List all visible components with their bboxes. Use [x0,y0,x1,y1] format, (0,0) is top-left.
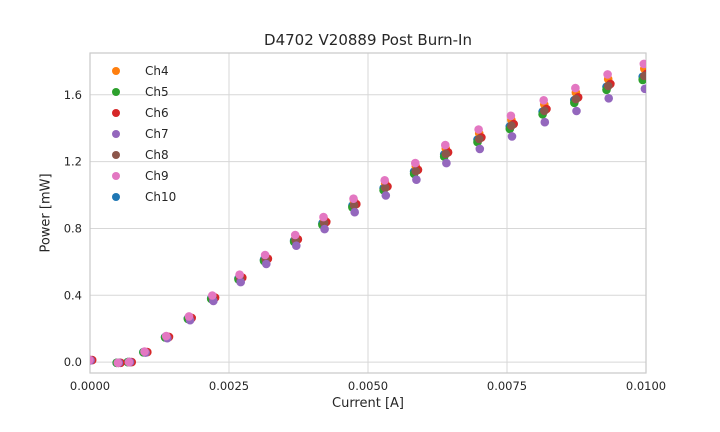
axes-spines [89,52,647,374]
legend-marker-icon [112,66,120,75]
legend-label: Ch8 [145,147,169,162]
data-point [442,158,451,168]
data-point [441,149,451,159]
data-point [540,117,550,127]
data-point [640,71,646,81]
legend-marker-icon [112,129,120,138]
data-point [603,70,612,79]
legend-label: Ch5 [145,84,169,99]
data-point [412,175,421,184]
legend: Ch4 Ch5 Ch6 Ch7 Ch8 Ch9 Ch10 [108,60,176,207]
data-point [290,230,300,240]
data-point [380,176,390,185]
legend-item-ch8: Ch8 [108,144,176,165]
legend-item-ch5: Ch5 [108,81,176,102]
legend-marker-icon [112,108,120,117]
data-point [208,291,217,300]
data-point [90,355,94,365]
x-tick-label: 0.0000 [70,379,110,393]
x-tick-labels: 0.0000 0.0025 0.0050 0.0075 0.0100 [70,379,666,393]
data-point [161,331,171,341]
data-point [474,125,483,134]
legend-item-ch6: Ch6 [108,102,176,123]
data-point [441,140,450,150]
data-point [320,224,329,234]
data-point [124,357,134,367]
data-point [474,134,484,144]
legend-marker-icon [112,192,120,201]
data-point [539,96,548,105]
data-point [571,83,580,93]
data-point [639,59,646,69]
legend-item-ch10: Ch10 [108,186,176,207]
y-tick-label: 1.2 [64,155,82,169]
chart-title: D4702 V20889 Post Burn-In [264,31,472,49]
legend-marker-icon [112,87,120,96]
data-point [572,106,581,116]
y-tick-label: 0.8 [64,221,82,235]
legend-label: Ch9 [145,168,169,183]
data-point [506,111,516,121]
y-tick-label: 1.6 [64,88,82,102]
legend-item-ch9: Ch9 [108,165,176,186]
data-point [640,84,646,94]
data-point [113,358,123,368]
data-point [262,259,271,269]
x-axis-label: Current [A] [332,396,404,411]
data-point [236,277,245,287]
y-tick-labels: 0.0 0.4 0.8 1.2 1.6 [64,88,82,369]
legend-marker-icon [112,171,120,180]
x-tick-label: 0.0050 [348,379,388,393]
legend-marker-icon [112,150,120,159]
legend-item-ch4: Ch4 [108,60,176,81]
data-point [184,312,194,321]
x-tick-label: 0.0025 [209,379,249,393]
data-point [235,270,244,280]
legend-label: Ch6 [145,105,169,120]
legend-item-ch7: Ch7 [108,123,176,144]
data-point [349,194,358,203]
legend-label: Ch10 [145,189,177,204]
data-point [571,94,581,104]
data-point [603,81,613,91]
data-point [411,158,420,168]
data-point [260,250,270,260]
data-point [292,241,301,250]
data-point [507,121,516,130]
data-point [475,144,485,154]
y-tick-label: 0.4 [64,288,82,302]
data-point [411,166,421,176]
legend-label: Ch4 [145,63,169,78]
data-point [319,212,328,222]
data-point [507,132,517,141]
data-point [350,207,360,217]
data-point [604,94,613,103]
series-ch9 [90,59,646,368]
data-point [380,183,390,192]
legend-label: Ch7 [145,126,169,141]
data-point [140,347,149,356]
x-tick-label: 0.0075 [487,379,527,393]
y-tick-label: 0.0 [64,355,82,369]
scatter-points [90,59,646,368]
data-point [349,200,359,210]
data-point [381,191,391,200]
data-point [540,106,549,116]
x-tick-label: 0.0100 [626,379,666,393]
